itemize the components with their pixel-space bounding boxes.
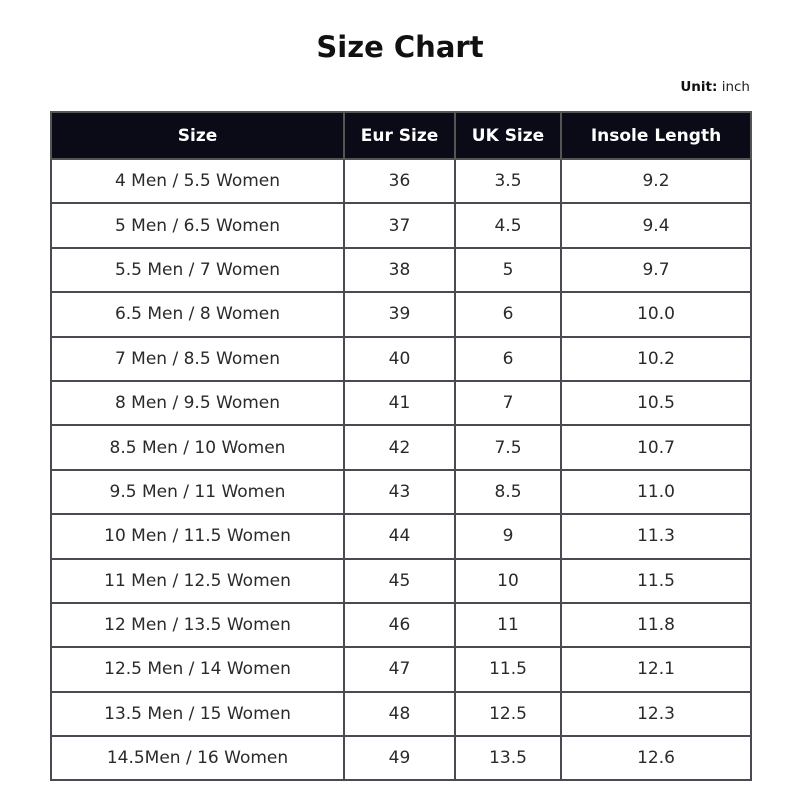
table-row: 12 Men / 13.5 Women 46 11 11.8 — [50, 601, 752, 649]
size-chart-table: Size Eur Size UK Size Insole Length 4 Me… — [50, 111, 752, 782]
table-row: 8.5 Men / 10 Women 42 7.5 10.7 — [50, 424, 752, 471]
insole-length-cell: 11.0 — [560, 468, 752, 516]
size-cell: 9.5 Men / 11 Women — [50, 468, 345, 516]
column-header-size: Size — [50, 111, 345, 160]
insole-length-cell: 12.6 — [560, 735, 752, 782]
insole-length-cell: 11.8 — [560, 601, 752, 649]
table-row: 9.5 Men / 11 Women 43 8.5 11.0 — [50, 468, 752, 516]
insole-length-cell: 12.1 — [560, 646, 752, 693]
size-cell: 5 Men / 6.5 Women — [50, 202, 345, 249]
column-header-insole-length: Insole Length — [560, 111, 752, 160]
table-row: 13.5 Men / 15 Women 48 12.5 12.3 — [50, 690, 752, 738]
uk-size-cell: 3.5 — [454, 157, 562, 205]
size-cell: 13.5 Men / 15 Women — [50, 690, 345, 738]
table-row: 5 Men / 6.5 Women 37 4.5 9.4 — [50, 202, 752, 249]
insole-length-cell: 10.5 — [560, 379, 752, 427]
uk-size-cell: 7 — [454, 379, 562, 427]
size-cell: 12 Men / 13.5 Women — [50, 601, 345, 649]
size-cell: 6.5 Men / 8 Women — [50, 291, 345, 338]
column-header-uk-size: UK Size — [454, 111, 562, 160]
insole-length-cell: 11.5 — [560, 557, 752, 604]
size-cell: 4 Men / 5.5 Women — [50, 157, 345, 205]
uk-size-cell: 10 — [454, 557, 562, 604]
eur-size-cell: 47 — [343, 646, 456, 693]
uk-size-cell: 4.5 — [454, 202, 562, 249]
insole-length-cell: 9.7 — [560, 246, 752, 294]
table-row: 14.5Men / 16 Women 49 13.5 12.6 — [50, 735, 752, 782]
eur-size-cell: 43 — [343, 468, 456, 516]
size-cell: 12.5 Men / 14 Women — [50, 646, 345, 693]
table-row: 12.5 Men / 14 Women 47 11.5 12.1 — [50, 646, 752, 693]
uk-size-cell: 9 — [454, 513, 562, 560]
insole-length-cell: 12.3 — [560, 690, 752, 738]
uk-size-cell: 12.5 — [454, 690, 562, 738]
unit-value: inch — [721, 79, 750, 95]
eur-size-cell: 36 — [343, 157, 456, 205]
size-cell: 11 Men / 12.5 Women — [50, 557, 345, 604]
size-cell: 8 Men / 9.5 Women — [50, 379, 345, 427]
table-row: 7 Men / 8.5 Women 40 6 10.2 — [50, 335, 752, 382]
uk-size-cell: 5 — [454, 246, 562, 294]
table-row: 4 Men / 5.5 Women 36 3.5 9.2 — [50, 157, 752, 205]
eur-size-cell: 42 — [343, 424, 456, 471]
uk-size-cell: 11 — [454, 601, 562, 649]
eur-size-cell: 38 — [343, 246, 456, 294]
uk-size-cell: 7.5 — [454, 424, 562, 471]
column-header-eur-size: Eur Size — [343, 111, 456, 160]
unit-label: Unit: — [680, 79, 718, 95]
size-cell: 14.5Men / 16 Women — [50, 735, 345, 782]
unit-note: Unit: inch — [680, 79, 750, 95]
insole-length-cell: 9.2 — [560, 157, 752, 205]
insole-length-cell: 10.2 — [560, 335, 752, 382]
size-cell: 10 Men / 11.5 Women — [50, 513, 345, 560]
eur-size-cell: 45 — [343, 557, 456, 604]
insole-length-cell: 9.4 — [560, 202, 752, 249]
eur-size-cell: 44 — [343, 513, 456, 560]
header-row: Size Eur Size UK Size Insole Length — [50, 111, 752, 160]
eur-size-cell: 37 — [343, 202, 456, 249]
eur-size-cell: 40 — [343, 335, 456, 382]
eur-size-cell: 49 — [343, 735, 456, 782]
table-row: 11 Men / 12.5 Women 45 10 11.5 — [50, 557, 752, 604]
uk-size-cell: 8.5 — [454, 468, 562, 516]
size-cell: 7 Men / 8.5 Women — [50, 335, 345, 382]
uk-size-cell: 6 — [454, 335, 562, 382]
uk-size-cell: 13.5 — [454, 735, 562, 782]
table-row: 10 Men / 11.5 Women 44 9 11.3 — [50, 513, 752, 560]
table-body: 4 Men / 5.5 Women 36 3.5 9.2 5 Men / 6.5 Wom… — [50, 157, 752, 782]
size-cell: 5.5 Men / 7 Women — [50, 246, 345, 294]
table-row: 8 Men / 9.5 Women 41 7 10.5 — [50, 379, 752, 427]
page-title: Size Chart — [316, 30, 484, 64]
eur-size-cell: 46 — [343, 601, 456, 649]
insole-length-cell: 10.0 — [560, 291, 752, 338]
uk-size-cell: 6 — [454, 291, 562, 338]
insole-length-cell: 11.3 — [560, 513, 752, 560]
uk-size-cell: 11.5 — [454, 646, 562, 693]
table-row: 6.5 Men / 8 Women 39 6 10.0 — [50, 291, 752, 338]
size-cell: 8.5 Men / 10 Women — [50, 424, 345, 471]
table-row: 5.5 Men / 7 Women 38 5 9.7 — [50, 246, 752, 294]
eur-size-cell: 39 — [343, 291, 456, 338]
eur-size-cell: 41 — [343, 379, 456, 427]
insole-length-cell: 10.7 — [560, 424, 752, 471]
eur-size-cell: 48 — [343, 690, 456, 738]
